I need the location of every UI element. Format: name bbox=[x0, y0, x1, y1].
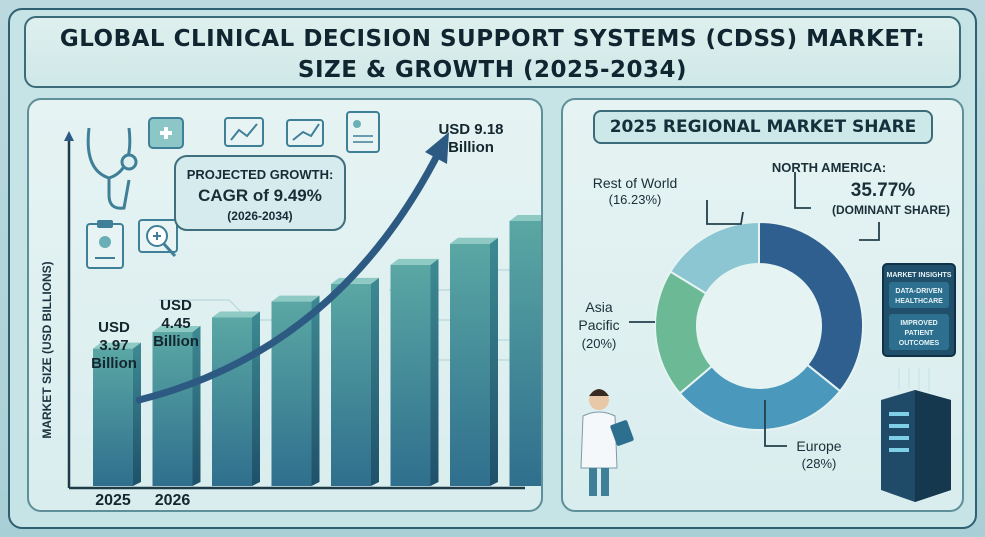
label-rest-of-world-value: (16.23%) bbox=[609, 192, 662, 207]
chart-report-icon bbox=[224, 117, 264, 147]
doctor-icon bbox=[580, 389, 634, 496]
bar-top-2031 bbox=[450, 237, 498, 244]
bar-top-2029 bbox=[331, 277, 379, 284]
value-label-2026-unit: USD bbox=[160, 297, 192, 314]
bar-top-2026 bbox=[152, 326, 201, 333]
bar-2026 bbox=[152, 332, 193, 486]
region-labels: NORTH AMERICA: 35.77% (DOMINANT SHARE) R… bbox=[578, 160, 950, 471]
label-north-america-name: NORTH AMERICA: bbox=[772, 160, 886, 175]
donut-chart: NORTH AMERICA: 35.77% (DOMINANT SHARE) R… bbox=[578, 160, 956, 502]
magnifier-medical-icon bbox=[138, 219, 178, 258]
label-europe-value: (28%) bbox=[802, 456, 837, 471]
bar-2032 bbox=[509, 220, 541, 486]
patient-chart-icon bbox=[86, 220, 124, 269]
value-label-2034-suffix: Billion bbox=[448, 139, 494, 156]
y-axis-label: MARKET SIZE (USD BILLIONS) bbox=[40, 261, 54, 438]
bar-side-2027 bbox=[252, 311, 260, 486]
insight2-line2: PATIENT bbox=[905, 330, 935, 337]
value-label-2025-suffix: Billion bbox=[91, 355, 137, 372]
page-title-line2: SIZE & GROWTH (2025-2034) bbox=[297, 57, 688, 83]
label-asia-pacific-name2: Pacific bbox=[578, 317, 619, 333]
insight2-line3: OUTCOMES bbox=[899, 340, 940, 347]
callout-heading: PROJECTED GROWTH: bbox=[187, 167, 334, 182]
regional-share-panel: 2025 REGIONAL MARKET SHARE NORTH AMERICA… bbox=[561, 98, 964, 512]
title-banner: GLOBAL CLINICAL DECISION SUPPORT SYSTEMS… bbox=[24, 16, 961, 88]
bar-side-2029 bbox=[371, 277, 379, 486]
bar-top-2032 bbox=[509, 214, 541, 221]
stethoscope-icon bbox=[86, 127, 138, 210]
bar-2031 bbox=[450, 243, 490, 486]
bar-side-2026 bbox=[192, 326, 201, 486]
label-asia-pacific-value: (20%) bbox=[582, 336, 617, 351]
bar-top-2025 bbox=[93, 342, 141, 349]
insight2-line1: IMPROVED bbox=[900, 320, 937, 327]
page-title-line1: GLOBAL CLINICAL DECISION SUPPORT SYSTEMS… bbox=[59, 26, 926, 52]
bar-top-2030 bbox=[390, 258, 439, 265]
label-asia-pacific-name1: Asia bbox=[585, 299, 612, 315]
bar-side-2028 bbox=[311, 295, 320, 486]
value-label-2026-value: 4.45 bbox=[161, 315, 190, 332]
label-europe-name: Europe bbox=[796, 438, 841, 454]
bar-top-2028 bbox=[271, 295, 320, 302]
document-icon bbox=[346, 111, 380, 153]
label-north-america-value: 35.77% bbox=[851, 180, 916, 201]
x-tick-2026: 2026 bbox=[155, 492, 191, 509]
leader-lines bbox=[629, 172, 880, 447]
bar-2025 bbox=[93, 348, 133, 486]
bar-top-2027 bbox=[212, 311, 260, 318]
bar-side-2030 bbox=[430, 258, 439, 486]
x-tick-2025: 2025 bbox=[95, 492, 131, 509]
growth-callout: PROJECTED GROWTH: CAGR of 9.49% (2026-20… bbox=[174, 155, 346, 231]
medical-kit-icon bbox=[148, 117, 184, 149]
bar-series bbox=[93, 214, 541, 486]
insight1-line2: HEALTHCARE bbox=[895, 298, 943, 305]
donut-hole bbox=[697, 264, 821, 388]
growth-arrow bbox=[135, 144, 445, 404]
x-tick-labels: 202520262034 bbox=[95, 492, 191, 509]
market-size-panel: MARKET SIZE (USD BILLIONS) 202520262034 … bbox=[27, 98, 543, 512]
insight1-line1: DATA-DRIVEN bbox=[895, 288, 942, 295]
bar-side-2025 bbox=[133, 342, 141, 486]
callout-period: (2026-2034) bbox=[227, 209, 292, 223]
label-north-america-note: (DOMINANT SHARE) bbox=[832, 203, 950, 217]
growth-arrow-head bbox=[425, 132, 449, 164]
bar-2027 bbox=[212, 317, 252, 486]
value-label-2034-value: USD 9.18 bbox=[438, 121, 503, 138]
value-label-2025-value: 3.97 bbox=[99, 337, 128, 354]
bar-2029 bbox=[331, 283, 371, 486]
market-insights-board: MARKET INSIGHTS DATA-DRIVEN HEALTHCARE I… bbox=[882, 263, 956, 357]
bar-value-labels: USD 3.97 Billion USD 4.45 Billion USD 9.… bbox=[91, 121, 503, 372]
value-label-2025-unit: USD bbox=[98, 319, 130, 336]
bar-2030 bbox=[390, 264, 431, 486]
bar-side-2031 bbox=[490, 237, 498, 486]
callout-cagr: CAGR of 9.49% bbox=[198, 186, 322, 205]
insights-heading: MARKET INSIGHTS bbox=[887, 272, 952, 279]
growth-chart-icon bbox=[286, 119, 324, 147]
region-chart-title: 2025 REGIONAL MARKET SHARE bbox=[593, 110, 933, 144]
label-rest-of-world-name: Rest of World bbox=[593, 175, 678, 191]
value-label-2026-suffix: Billion bbox=[153, 333, 199, 350]
server-icon bbox=[881, 368, 951, 502]
bar-chart: MARKET SIZE (USD BILLIONS) 202520262034 … bbox=[40, 111, 541, 509]
